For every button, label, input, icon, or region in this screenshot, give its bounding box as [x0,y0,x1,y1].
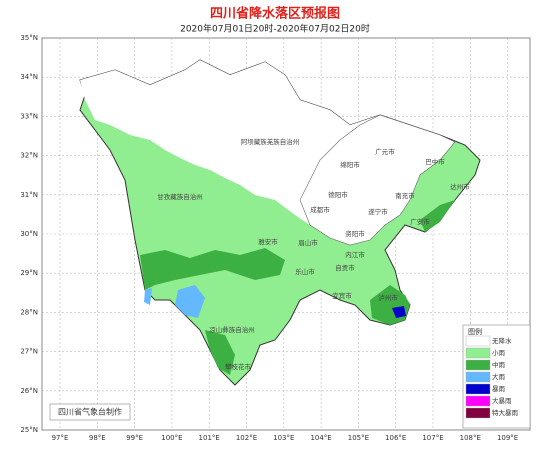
lon-label: 108°E [460,434,481,442]
legend-label: 暴雨 [492,385,506,393]
legend-swatch [465,335,491,347]
legend-label: 小雨 [492,348,506,357]
legend-swatch [465,407,491,419]
region-label: 内江市 [345,250,365,259]
lon-label: 97°E [52,434,69,442]
basin-boundaries [299,114,456,246]
region-label: 巴中市 [425,157,445,166]
lon-label: 103°E [273,434,294,442]
region-label: 乐山市 [295,267,315,276]
region-labels: 阿坝藏族羌族自治州 甘孜藏族自治州 绵阳市 广元市 巴中市 达州市 南充市 德阳… [157,137,470,371]
region-label: 成都市 [310,205,330,214]
moderate-rain-area [420,200,455,232]
legend-label: 大雨 [492,372,506,381]
region-label: 宜宾市 [332,291,352,300]
title: 四川省降水落区预报图 [210,6,340,22]
lat-label: 33°N [20,112,38,120]
lat-label: 28°N [20,308,38,316]
legend-swatch [465,395,491,407]
lon-label: 104°E [310,434,331,442]
legend-title: 图例 [468,327,482,336]
rainstorm-area [392,306,406,318]
lon-label: 98°E [89,434,106,442]
region-label: 自贡市 [335,263,355,272]
lon-label: 101°E [199,434,220,442]
legend-swatch [465,383,491,395]
region-label: 广安市 [410,217,430,226]
region-label: 遂宁市 [368,207,388,216]
region-label: 攀枝花市 [225,362,252,371]
region-label: 雅安市 [258,237,278,246]
region-label: 绵阳市 [340,160,360,169]
region-label: 广元市 [375,147,395,156]
lon-label: 105°E [348,434,369,442]
lat-label: 31°N [20,191,38,199]
lat-label: 30°N [20,230,38,238]
lat-label: 35°N [20,34,38,42]
credit-box [49,403,131,421]
region-label: 泸州市 [378,293,398,302]
region-label: 资阳市 [345,229,365,238]
lat-label: 29°N [20,269,38,277]
lat-label: 26°N [20,387,38,395]
legend-swatch [465,371,491,383]
moderate-rain-area [140,248,285,290]
legend-swatch [465,347,491,359]
region-label: 德阳市 [328,190,348,199]
lat-label: 34°N [20,73,38,81]
lat-label: 32°N [20,152,38,160]
legend-swatch [465,359,491,371]
lon-label: 102°E [236,434,257,442]
heavy-rain-area [175,285,205,318]
lon-label: 109°E [497,434,518,442]
legend-label: 无降水 [492,336,512,345]
credit: 四川省气象台制作 [58,407,122,417]
heavy-rain-area [144,288,152,305]
legend-label: 中雨 [492,360,506,369]
region-label: 凉山彝族自治州 [209,325,255,334]
region-label: 南充市 [395,191,415,200]
lat-label: 27°N [20,348,38,356]
province [79,59,481,386]
region-label: 阿坝藏族羌族自治州 [241,137,300,146]
moderate-rain-area [205,330,235,375]
lon-label: 107°E [422,434,443,442]
lon-label: 100°E [161,434,182,442]
region-label: 达州市 [450,182,470,191]
legend-label: 大暴雨 [492,396,512,405]
subtitle: 2020年07月01日20时-2020年07月02日20时 [180,23,370,35]
lon-label: 99°E [126,434,143,442]
region-label: 甘孜藏族自治州 [157,192,203,201]
region-label: 眉山市 [298,238,318,247]
lon-label: 106°E [385,434,406,442]
lat-label: 25°N [20,426,38,434]
legend-label: 特大暴雨 [492,408,519,417]
